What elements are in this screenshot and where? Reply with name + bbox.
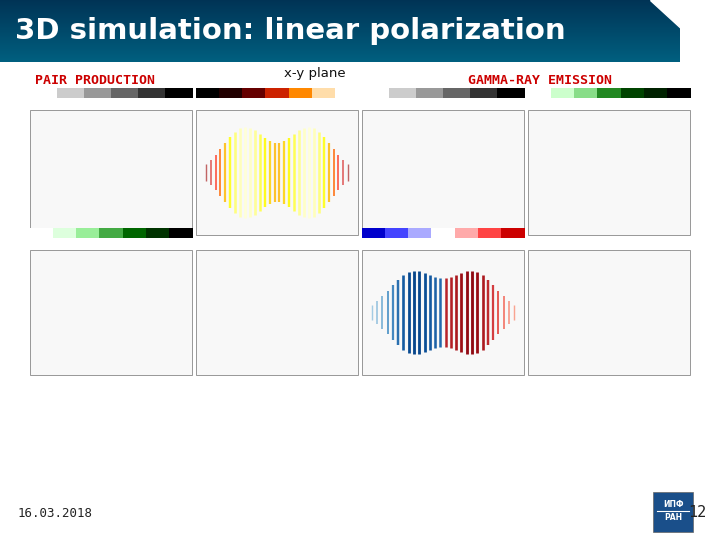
Bar (30, 228, 54, 238)
Bar (528, 110, 690, 235)
Bar (57, 88, 84, 98)
Text: PAIR PRODUCTION: PAIR PRODUCTION (35, 73, 155, 86)
Bar (621, 88, 644, 98)
Bar (196, 250, 358, 375)
Bar (389, 88, 416, 98)
Bar (575, 88, 598, 98)
Bar (99, 228, 123, 238)
Bar (196, 110, 358, 235)
Bar (111, 88, 138, 98)
Text: 3D simulation: linear polarization: 3D simulation: linear polarization (15, 17, 566, 45)
Bar (138, 88, 166, 98)
Polygon shape (650, 0, 720, 64)
Bar (76, 228, 100, 238)
Text: ИПФ: ИПФ (662, 500, 683, 509)
Bar (30, 250, 192, 375)
Bar (443, 88, 470, 98)
Bar (528, 250, 690, 375)
Bar (477, 228, 501, 238)
Bar (598, 88, 621, 98)
Bar (312, 88, 336, 98)
Bar (266, 88, 289, 98)
Bar (219, 88, 243, 98)
Bar (122, 228, 146, 238)
Bar (528, 88, 552, 98)
Bar (454, 228, 478, 238)
Bar (335, 88, 359, 98)
Bar (431, 228, 455, 238)
Bar (362, 228, 386, 238)
Bar (385, 228, 409, 238)
Text: 16.03.2018: 16.03.2018 (18, 507, 93, 520)
Bar (501, 228, 524, 238)
Bar (30, 110, 192, 235)
Bar (653, 492, 693, 532)
Bar (53, 228, 77, 238)
Bar (667, 88, 690, 98)
Bar (362, 88, 390, 98)
Text: 12: 12 (688, 505, 706, 520)
Bar (362, 250, 524, 375)
Text: GAMMA-RAY EMISSION: GAMMA-RAY EMISSION (468, 73, 612, 86)
Bar (497, 88, 524, 98)
Bar (416, 88, 444, 98)
Bar (408, 228, 432, 238)
Bar (145, 228, 169, 238)
Bar (169, 228, 192, 238)
Bar (656, 495, 690, 529)
Bar (362, 110, 524, 235)
Bar (243, 88, 266, 98)
Bar (551, 88, 575, 98)
Text: x-y plane: x-y plane (284, 68, 346, 80)
Bar (30, 88, 58, 98)
Bar (84, 88, 112, 98)
Bar (289, 88, 312, 98)
Bar (196, 88, 220, 98)
Bar (470, 88, 498, 98)
Bar (165, 88, 192, 98)
Bar (644, 88, 667, 98)
Text: РАН: РАН (664, 514, 682, 523)
